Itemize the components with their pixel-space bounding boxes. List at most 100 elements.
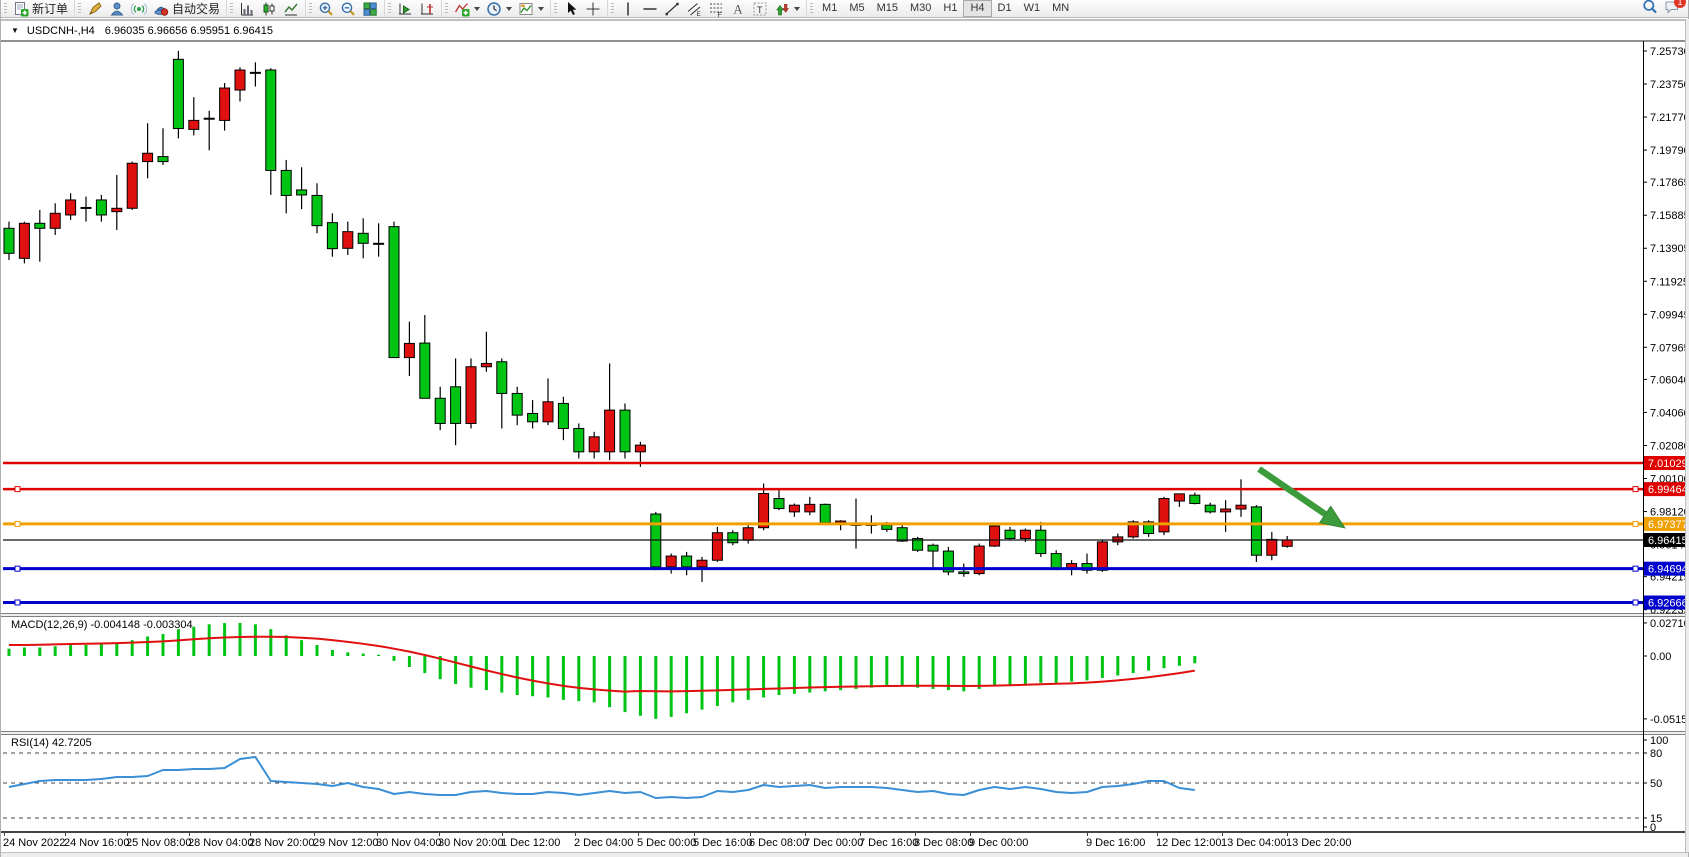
fibonacci-button[interactable]: F <box>705 0 727 17</box>
text-button[interactable]: A <box>727 0 749 17</box>
rsi-axis-label: 80 <box>1650 748 1662 760</box>
line-chart-button[interactable] <box>280 0 302 17</box>
time-axis-label: 7 Dec 16:00 <box>859 837 919 849</box>
price-badge-label: 7.01029 <box>1648 458 1688 470</box>
hline-button[interactable] <box>639 0 661 17</box>
time-axis-label: 13 Dec 04:00 <box>1221 837 1287 849</box>
toolbar-button-label: 自动交易 <box>172 2 221 16</box>
clock-button[interactable] <box>483 0 515 17</box>
macd-label: MACD(12,26,9) -0.004148 -0.003304 <box>11 619 193 631</box>
time-axis-tick <box>970 833 971 836</box>
new-order-button[interactable]: 新订单 <box>10 0 71 17</box>
trend-arrow[interactable] <box>1257 466 1346 529</box>
toolbar-group: 自动交易 <box>74 0 226 17</box>
price-tick-label: 7.06040 <box>1650 374 1689 386</box>
text-icon: A <box>734 2 743 16</box>
time-axis-label: 12 Dec 12:00 <box>1156 837 1222 849</box>
line-anchor <box>14 599 21 606</box>
toolbar-group <box>384 0 441 17</box>
notification-badge: 1 <box>1674 0 1686 8</box>
timeframe-button-m5[interactable]: M5 <box>849 2 865 14</box>
timeframe-button-w1[interactable]: W1 <box>1023 2 1041 14</box>
candle <box>942 550 954 573</box>
trendline-button[interactable] <box>661 0 683 17</box>
timeframe-button-m15[interactable]: M15 <box>876 2 898 14</box>
timeframe-button-m30[interactable]: M30 <box>910 2 932 14</box>
price-tick-label: 7.23750 <box>1650 79 1689 91</box>
candle-chart-button[interactable] <box>258 0 280 17</box>
search-button[interactable] <box>1642 0 1658 18</box>
time-axis-label: 7 Dec 00:00 <box>804 837 864 849</box>
timeframe-button-h4[interactable]: H4 <box>963 0 992 17</box>
price-chart[interactable]: 7.25730 7.23750 7.21770 7.19790 7.17865 7.158… <box>1 41 1689 832</box>
candle <box>219 87 231 121</box>
tile-windows-icon <box>363 2 377 16</box>
time-axis-label: 28 Nov 20:00 <box>249 837 315 849</box>
time-axis-label: 2 Dec 04:00 <box>574 837 634 849</box>
time-axis-label: 8 Dec 08:00 <box>914 837 974 849</box>
candle <box>1081 563 1093 571</box>
bar-chart-button[interactable] <box>236 0 258 17</box>
highlighter-button[interactable] <box>84 0 106 17</box>
candle <box>773 498 785 510</box>
time-axis[interactable]: 24 Nov 2022 24 Nov 16:00 25 Nov 08:00 28 No… <box>1 832 1688 852</box>
time-axis-label: 29 Nov 12:00 <box>313 837 379 849</box>
chevron-down-icon[interactable] <box>474 6 481 11</box>
zoom-out-icon <box>341 2 355 16</box>
line-anchor <box>14 486 21 493</box>
cursor-button[interactable] <box>560 0 582 17</box>
price-axis[interactable]: 7.25730 7.23750 7.21770 7.19790 7.17865 7.158… <box>1643 41 1689 832</box>
time-axis-label: 1 Dec 12:00 <box>501 837 561 849</box>
crosshair-button[interactable] <box>582 0 604 17</box>
channel-button[interactable]: E <box>683 0 705 17</box>
toolbar-group <box>226 0 305 17</box>
price-tick-label: 7.02080 <box>1650 440 1689 452</box>
timeframe-button-d1[interactable]: D1 <box>997 2 1012 14</box>
chat-button[interactable]: 1 <box>1664 0 1686 18</box>
label-button[interactable]: T <box>749 0 771 17</box>
chart-end-button[interactable] <box>416 0 438 17</box>
price-badge-label: 6.99464 <box>1648 484 1688 496</box>
chevron-down-icon[interactable] <box>538 6 545 11</box>
candle <box>742 527 754 541</box>
broadcast-button[interactable] <box>128 0 150 17</box>
search-icon <box>1643 0 1657 14</box>
candle-chart-icon <box>263 2 275 15</box>
time-axis-tick <box>189 833 190 836</box>
chart-title-bar[interactable]: ▼ USDCNH-,H4 6.96035 6.96656 6.95951 6.9… <box>1 19 1688 41</box>
price-badge <box>1644 482 1688 497</box>
chart-dropdown-icon[interactable]: ▼ <box>11 26 19 35</box>
zoom-in-button[interactable] <box>315 0 337 17</box>
shapes-button[interactable] <box>771 0 803 17</box>
chart-forward-button[interactable] <box>394 0 416 17</box>
tile-windows-button[interactable] <box>359 0 381 17</box>
time-axis-tick <box>1157 833 1158 836</box>
time-axis-tick <box>65 833 66 836</box>
candle <box>1189 494 1201 505</box>
zoom-out-button[interactable] <box>337 0 359 17</box>
timeframe-button-m1[interactable]: M1 <box>822 2 838 14</box>
price-badge <box>1644 532 1688 547</box>
indicators-button[interactable] <box>451 0 483 17</box>
timeframe-button-h1[interactable]: H1 <box>943 2 958 14</box>
template-button[interactable] <box>515 0 547 17</box>
template-icon <box>519 2 533 15</box>
time-axis-tick <box>915 833 916 836</box>
candle <box>111 207 123 213</box>
chevron-down-icon[interactable] <box>794 6 801 11</box>
autotrade-button[interactable]: 自动交易 <box>150 0 223 17</box>
chart-end-icon <box>421 3 434 14</box>
profile-button[interactable] <box>106 0 128 17</box>
channel-icon: E <box>687 2 702 17</box>
vline-button[interactable] <box>617 0 639 17</box>
time-axis-tick <box>638 833 639 836</box>
chevron-down-icon[interactable] <box>506 6 513 11</box>
time-axis-label: 5 Dec 00:00 <box>637 837 697 849</box>
candle <box>388 226 400 359</box>
timeframe-button-mn[interactable]: MN <box>1052 2 1070 14</box>
candle <box>3 227 15 254</box>
price-tick-label: 7.17865 <box>1650 177 1689 189</box>
candle <box>465 366 477 424</box>
candle <box>927 544 939 552</box>
